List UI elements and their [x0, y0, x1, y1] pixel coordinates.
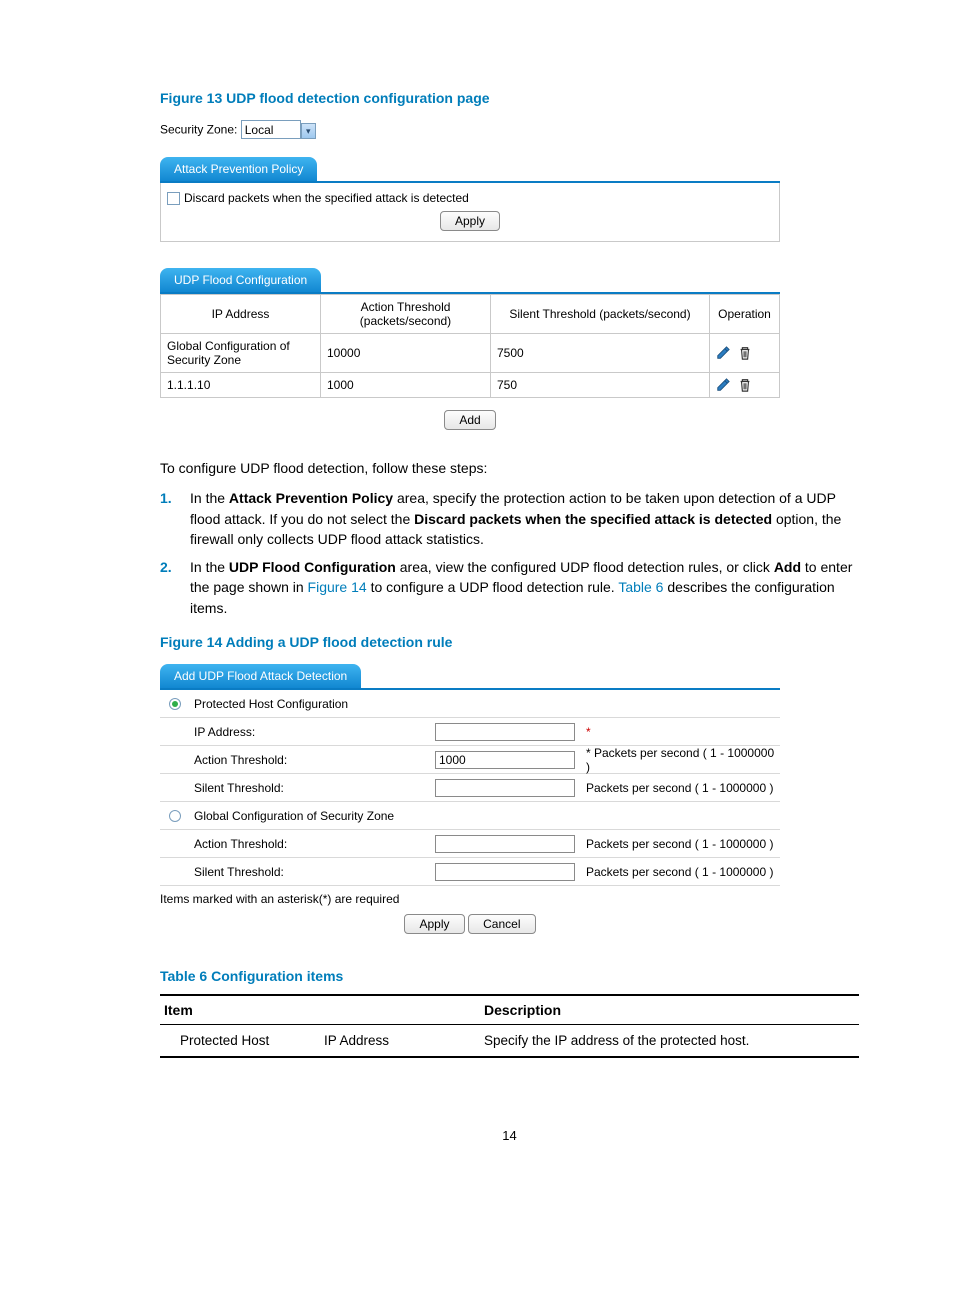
row-global-silent: Silent Threshold: Packets per second ( 1…: [160, 858, 780, 886]
row-action-threshold: Action Threshold: * Packets per second (…: [160, 746, 780, 774]
col-description: Description: [480, 995, 859, 1025]
ip-address-hint: *: [580, 725, 780, 739]
cell-ip: Global Configuration of Security Zone: [161, 334, 321, 373]
cell-subitem: IP Address: [320, 1025, 480, 1058]
action-threshold-label: Action Threshold:: [190, 753, 435, 767]
apply-button[interactable]: Apply: [440, 211, 500, 231]
cancel-button[interactable]: Cancel: [468, 914, 535, 934]
table-row: Global Configuration of Security Zone 10…: [161, 334, 780, 373]
global-silent-label: Silent Threshold:: [190, 865, 435, 879]
apply-button[interactable]: Apply: [404, 914, 464, 934]
figure-13-title: Figure 13 UDP flood detection configurat…: [160, 90, 859, 106]
intro-text: To configure UDP flood detection, follow…: [160, 458, 859, 478]
table-6-title: Table 6 Configuration items: [160, 968, 859, 984]
col-action: Action Threshold (packets/second): [321, 295, 491, 334]
row-global-action: Action Threshold: Packets per second ( 1…: [160, 830, 780, 858]
step-1: 1. In the Attack Prevention Policy area,…: [160, 488, 859, 549]
figure-14-title: Figure 14 Adding a UDP flood detection r…: [160, 634, 859, 650]
table-row: 1.1.1.10 1000 750: [161, 373, 780, 398]
security-zone-label: Security Zone:: [160, 123, 237, 137]
table-header-row: IP Address Action Threshold (packets/sec…: [161, 295, 780, 334]
cell-ip: 1.1.1.10: [161, 373, 321, 398]
discard-checkbox[interactable]: [167, 192, 180, 205]
steps-list: 1. In the Attack Prevention Policy area,…: [160, 488, 859, 618]
cell-action: 10000: [321, 334, 491, 373]
table-6: Item Description Protected Host IP Addre…: [160, 994, 859, 1058]
col-operation: Operation: [710, 295, 780, 334]
step-2-number: 2.: [160, 557, 190, 618]
radio-global-config[interactable]: [169, 810, 181, 822]
global-action-hint: Packets per second ( 1 - 1000000 ): [580, 837, 780, 851]
step-2-bold-1: UDP Flood Configuration: [229, 559, 396, 575]
cell-operation: [710, 334, 780, 373]
row-silent-threshold: Silent Threshold: Packets per second ( 1…: [160, 774, 780, 802]
silent-threshold-input[interactable]: [435, 779, 575, 797]
global-action-label: Action Threshold:: [190, 837, 435, 851]
tab-udp-flood-configuration[interactable]: UDP Flood Configuration: [160, 268, 321, 292]
page-number: 14: [160, 1128, 859, 1143]
col-silent: Silent Threshold (packets/second): [491, 295, 710, 334]
edit-icon[interactable]: [716, 378, 730, 392]
global-silent-input[interactable]: [435, 863, 575, 881]
row-ip-address: IP Address: *: [160, 718, 780, 746]
cell-silent: 7500: [491, 334, 710, 373]
figure-14: Add UDP Flood Attack Detection Protected…: [160, 664, 780, 940]
add-udp-tabbar: Add UDP Flood Attack Detection: [160, 664, 780, 690]
required-note: Items marked with an asterisk(*) are req…: [160, 886, 780, 914]
cell-action: 1000: [321, 373, 491, 398]
col-ip: IP Address: [161, 295, 321, 334]
radio-protected-host[interactable]: [169, 698, 181, 710]
step-2: 2. In the UDP Flood Configuration area, …: [160, 557, 859, 618]
global-silent-hint: Packets per second ( 1 - 1000000 ): [580, 865, 780, 879]
cell-operation: [710, 373, 780, 398]
silent-threshold-hint: Packets per second ( 1 - 1000000 ): [580, 781, 780, 795]
tab-attack-prevention-policy[interactable]: Attack Prevention Policy: [160, 157, 317, 181]
step-2-text: In the: [190, 559, 229, 575]
ip-address-label: IP Address:: [190, 725, 435, 739]
step-1-bold-2: Discard packets when the specified attac…: [414, 511, 772, 527]
step-2-text: to configure a UDP flood detection rule.: [367, 579, 619, 595]
silent-threshold-label: Silent Threshold:: [190, 781, 435, 795]
action-threshold-input[interactable]: [435, 751, 575, 769]
discard-label: Discard packets when the specified attac…: [184, 191, 469, 205]
global-config-label: Global Configuration of Security Zone: [190, 809, 780, 823]
trash-icon[interactable]: [738, 378, 752, 392]
global-action-input[interactable]: [435, 835, 575, 853]
ip-address-input[interactable]: [435, 723, 575, 741]
step-1-text: In the: [190, 490, 229, 506]
security-zone-select[interactable]: Local: [241, 120, 301, 139]
step-2-text: area, view the configured UDP flood dete…: [396, 559, 774, 575]
col-item: Item: [160, 995, 480, 1025]
edit-icon[interactable]: [716, 346, 730, 360]
tab-add-udp-flood-detection[interactable]: Add UDP Flood Attack Detection: [160, 664, 361, 688]
security-zone-row: Security Zone: Local ▾: [160, 120, 780, 139]
figure-13: Security Zone: Local ▾ Attack Prevention…: [160, 120, 780, 430]
trash-icon[interactable]: [738, 346, 752, 360]
add-button[interactable]: Add: [444, 410, 495, 430]
cell-description: Specify the IP address of the protected …: [480, 1025, 859, 1058]
chevron-down-icon[interactable]: ▾: [301, 123, 316, 139]
attack-policy-tabbar: Attack Prevention Policy: [160, 157, 780, 183]
link-table-6[interactable]: Table 6: [618, 579, 663, 595]
udp-config-tabbar: UDP Flood Configuration: [160, 268, 780, 294]
table-6-header: Item Description: [160, 995, 859, 1025]
security-zone-value: Local: [245, 123, 274, 137]
step-1-number: 1.: [160, 488, 190, 549]
action-threshold-hint: * Packets per second ( 1 - 1000000 ): [580, 746, 780, 774]
table-6-row: Protected Host IP Address Specify the IP…: [160, 1025, 859, 1058]
link-figure-14[interactable]: Figure 14: [308, 579, 367, 595]
step-1-bold-1: Attack Prevention Policy: [229, 490, 393, 506]
cell-item: Protected Host: [160, 1025, 320, 1058]
udp-config-table: IP Address Action Threshold (packets/sec…: [160, 294, 780, 398]
cell-silent: 750: [491, 373, 710, 398]
attack-policy-panel: Discard packets when the specified attac…: [160, 183, 780, 242]
step-2-bold-2: Add: [774, 559, 801, 575]
row-protected-host: Protected Host Configuration: [160, 690, 780, 718]
protected-host-label: Protected Host Configuration: [190, 697, 780, 711]
row-global-config: Global Configuration of Security Zone: [160, 802, 780, 830]
